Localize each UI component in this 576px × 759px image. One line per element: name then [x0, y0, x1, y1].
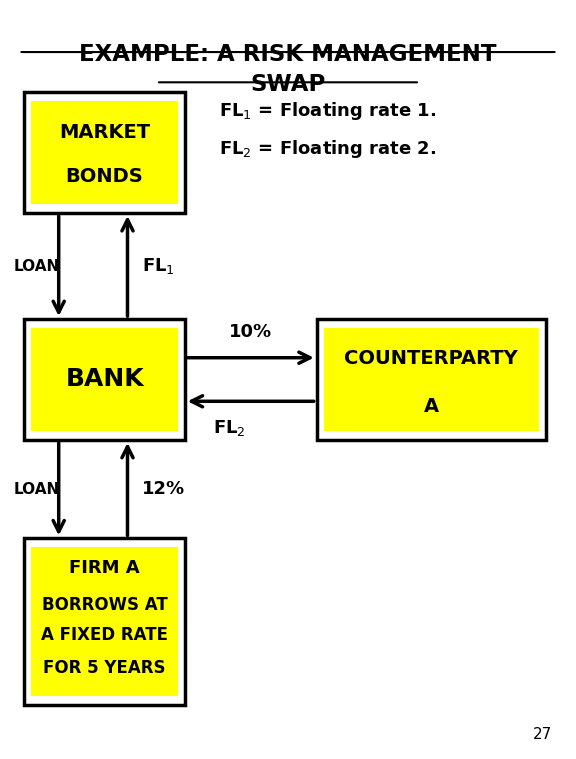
Text: FL$_1$ = Floating rate 1.: FL$_1$ = Floating rate 1. [219, 100, 437, 122]
Text: 27: 27 [532, 727, 552, 742]
FancyBboxPatch shape [324, 328, 539, 431]
Text: A: A [424, 397, 439, 416]
FancyBboxPatch shape [24, 92, 185, 213]
Text: BORROWS AT: BORROWS AT [41, 596, 168, 614]
FancyBboxPatch shape [24, 319, 185, 440]
Text: COUNTERPARTY: COUNTERPARTY [344, 349, 518, 368]
FancyBboxPatch shape [31, 547, 178, 695]
Text: MARKET: MARKET [59, 122, 150, 142]
Text: FL$_2$ = Floating rate 2.: FL$_2$ = Floating rate 2. [219, 138, 437, 160]
FancyBboxPatch shape [31, 101, 178, 204]
Text: FL$_2$: FL$_2$ [214, 418, 246, 438]
Text: BANK: BANK [65, 367, 144, 392]
FancyBboxPatch shape [31, 328, 178, 431]
Text: LOAN: LOAN [14, 259, 60, 273]
Text: 10%: 10% [229, 323, 272, 341]
Text: 12%: 12% [142, 480, 185, 498]
Text: FIRM A: FIRM A [69, 559, 140, 578]
FancyBboxPatch shape [24, 538, 185, 704]
Text: SWAP: SWAP [251, 73, 325, 96]
Text: EXAMPLE: A RISK MANAGEMENT: EXAMPLE: A RISK MANAGEMENT [79, 43, 497, 66]
Text: FOR 5 YEARS: FOR 5 YEARS [43, 659, 166, 677]
Text: LOAN: LOAN [14, 482, 60, 496]
Text: FL$_1$: FL$_1$ [142, 256, 175, 276]
FancyBboxPatch shape [317, 319, 546, 440]
Text: A FIXED RATE: A FIXED RATE [41, 626, 168, 644]
Text: BONDS: BONDS [66, 167, 143, 186]
